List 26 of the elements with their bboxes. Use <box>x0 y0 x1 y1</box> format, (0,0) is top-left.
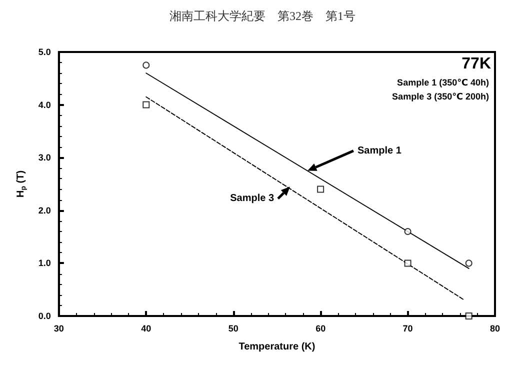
annotation: Sample 1 (350℃ 40h) <box>397 78 490 88</box>
y-tick-label: 0.0 <box>38 311 51 321</box>
point <box>317 186 324 193</box>
x-tick-label: 80 <box>490 324 500 334</box>
annotation: Sample 3 (350℃ 200h) <box>392 92 490 102</box>
y-tick-label: 1.0 <box>38 258 51 268</box>
point <box>465 260 472 267</box>
y-tick-label: 5.0 <box>38 47 51 57</box>
annotation: Sample 1 <box>357 145 402 156</box>
x-tick-label: 40 <box>141 324 152 334</box>
y-tick-label: 2.0 <box>38 205 51 216</box>
point <box>404 260 412 267</box>
x-tick-label: 70 <box>402 324 413 334</box>
x-tick-label: 50 <box>228 324 238 334</box>
x-tick-label: 30 <box>54 324 64 334</box>
x-axis-title: Temperature (K) <box>238 342 316 352</box>
text: 湘南工科大学紀要 第32巻 第1号 <box>170 9 356 23</box>
point <box>142 62 150 69</box>
annotation: Sample 3 <box>230 193 274 204</box>
point <box>465 312 472 320</box>
y-tick-label: 4.0 <box>38 100 51 110</box>
y-tick-label: 3.0 <box>38 152 51 163</box>
annotation: 77K <box>462 56 492 72</box>
x-tick-label: 60 <box>316 324 326 334</box>
point <box>142 101 150 108</box>
point <box>404 228 412 236</box>
